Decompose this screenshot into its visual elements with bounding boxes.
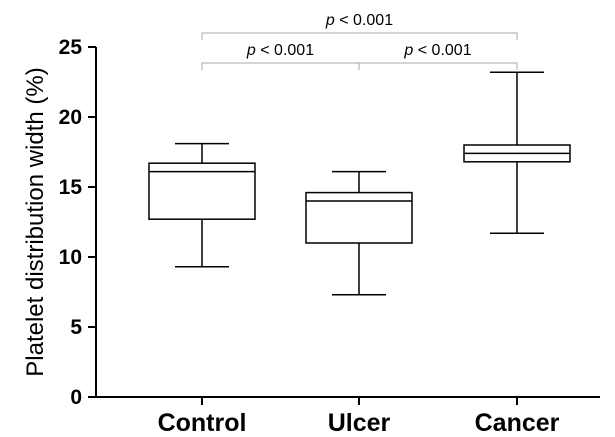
y-tick-label: 5 [70, 316, 82, 339]
p-symbol: p [325, 12, 335, 29]
box-plot-ulcer [305, 170, 413, 296]
y-axis: 0 5 10 15 20 25 [59, 36, 97, 409]
y-tick-label: 15 [59, 176, 83, 199]
x-category-label: Cancer [475, 409, 560, 437]
bracket-line [358, 62, 518, 70]
y-tick-label: 10 [59, 246, 82, 269]
bracket-line [201, 62, 360, 70]
p-value-text: < 0.001 [256, 42, 314, 59]
significance-bracket: p < 0.001 [201, 42, 360, 70]
y-tick-label: 25 [59, 36, 83, 59]
x-category-label: Control [158, 409, 247, 437]
p-value-text: < 0.001 [413, 42, 471, 59]
p-symbol: p [246, 42, 256, 59]
x-category-label: Ulcer [328, 409, 391, 437]
p-value-label: p < 0.001 [403, 42, 471, 59]
y-tick-label: 0 [70, 386, 82, 409]
interquartile-box [305, 191, 413, 244]
interquartile-box [148, 162, 256, 220]
y-axis-title: Platelet distribution width (%) [22, 67, 49, 376]
significance-bracket: p < 0.001 [358, 42, 518, 70]
p-value-text: < 0.001 [335, 12, 393, 29]
box-plot-cancer [463, 71, 571, 234]
bracket-line [201, 32, 518, 40]
p-value-label: p < 0.001 [246, 42, 314, 59]
x-axis: Control Ulcer Cancer [96, 396, 600, 437]
y-tick-label: 20 [59, 106, 82, 129]
p-value-label: p < 0.001 [325, 12, 393, 29]
p-symbol: p [403, 42, 413, 59]
significance-bracket: p < 0.001 [201, 12, 518, 40]
box-plot-series [148, 71, 571, 296]
box-plot-control [148, 142, 256, 268]
